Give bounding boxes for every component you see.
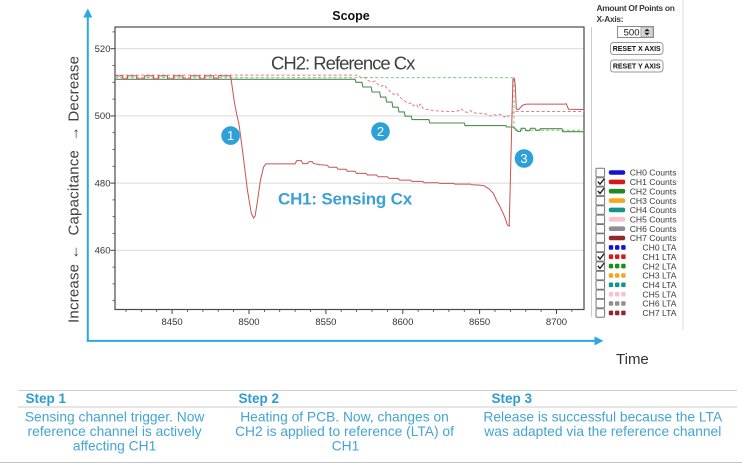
svg-text:8500: 8500	[238, 317, 259, 328]
svg-text:CH7 LTA: CH7 LTA	[642, 308, 676, 318]
svg-text:CH1: Sensing Cx: CH1: Sensing Cx	[278, 190, 413, 209]
svg-text:CH1: CH1	[332, 438, 360, 453]
svg-text:8450: 8450	[162, 317, 183, 328]
svg-text:CH5 Counts: CH5 Counts	[630, 215, 677, 225]
svg-text:CH6 Counts: CH6 Counts	[630, 224, 677, 234]
svg-text:Time: Time	[616, 351, 649, 368]
svg-text:CH2: Reference Cx: CH2: Reference Cx	[271, 53, 416, 74]
svg-text:2: 2	[377, 124, 384, 139]
svg-text:reference channel is actively: reference channel is actively	[28, 424, 202, 439]
svg-text:Step 2: Step 2	[239, 391, 280, 406]
svg-text:X-Axis:: X-Axis:	[597, 14, 624, 24]
svg-text:CH3 Counts: CH3 Counts	[630, 196, 677, 206]
svg-text:500: 500	[624, 28, 640, 39]
svg-text:CH5 LTA: CH5 LTA	[642, 289, 676, 299]
svg-text:RESET Y AXIS: RESET Y AXIS	[613, 64, 661, 71]
svg-text:Increase ← Capacitance → Dec: Increase ← Capacitance → Decrease	[65, 56, 82, 323]
svg-text:Release is successful because: Release is successful because the LTA	[483, 410, 723, 425]
svg-text:480: 480	[95, 178, 111, 189]
svg-text:3: 3	[520, 151, 527, 166]
svg-text:500: 500	[95, 111, 111, 122]
svg-text:CH4 LTA: CH4 LTA	[642, 280, 676, 290]
svg-text:Scope: Scope	[332, 9, 370, 23]
svg-text:CH4 Counts: CH4 Counts	[630, 205, 677, 215]
svg-text:Heating of PCB. Now, changes o: Heating of PCB. Now, changes on	[240, 410, 449, 425]
svg-text:8650: 8650	[469, 317, 490, 328]
svg-text:8600: 8600	[392, 317, 413, 328]
svg-text:was adapted via the reference: was adapted via the reference channel	[483, 424, 721, 439]
svg-text:CH2 is applied to reference (L: CH2 is applied to reference (LTA) of	[235, 424, 454, 439]
svg-text:520: 520	[95, 44, 111, 55]
svg-text:CH2 LTA: CH2 LTA	[642, 261, 676, 271]
svg-text:affecting CH1: affecting CH1	[73, 438, 156, 453]
svg-text:CH7 Counts: CH7 Counts	[630, 233, 677, 243]
svg-text:8550: 8550	[315, 317, 336, 328]
svg-text:CH1 LTA: CH1 LTA	[642, 252, 676, 262]
svg-text:8700: 8700	[546, 317, 567, 328]
svg-text:CH6 LTA: CH6 LTA	[642, 299, 676, 309]
svg-text:Step 1: Step 1	[26, 391, 67, 406]
svg-text:CH0 Counts: CH0 Counts	[630, 168, 677, 178]
svg-text:CH3 LTA: CH3 LTA	[642, 271, 676, 281]
svg-text:CH0 LTA: CH0 LTA	[642, 243, 676, 253]
svg-text:RESET X AXIS: RESET X AXIS	[613, 46, 661, 53]
svg-text:Amount Of Points on: Amount Of Points on	[597, 3, 675, 13]
svg-text:Sensing channel trigger. Now: Sensing channel trigger. Now	[25, 410, 205, 425]
svg-text:1: 1	[227, 128, 234, 143]
svg-text:CH2 Counts: CH2 Counts	[630, 186, 677, 196]
svg-text:460: 460	[95, 246, 111, 257]
svg-text:CH1 Counts: CH1 Counts	[630, 177, 677, 187]
svg-text:Step 3: Step 3	[492, 391, 533, 406]
